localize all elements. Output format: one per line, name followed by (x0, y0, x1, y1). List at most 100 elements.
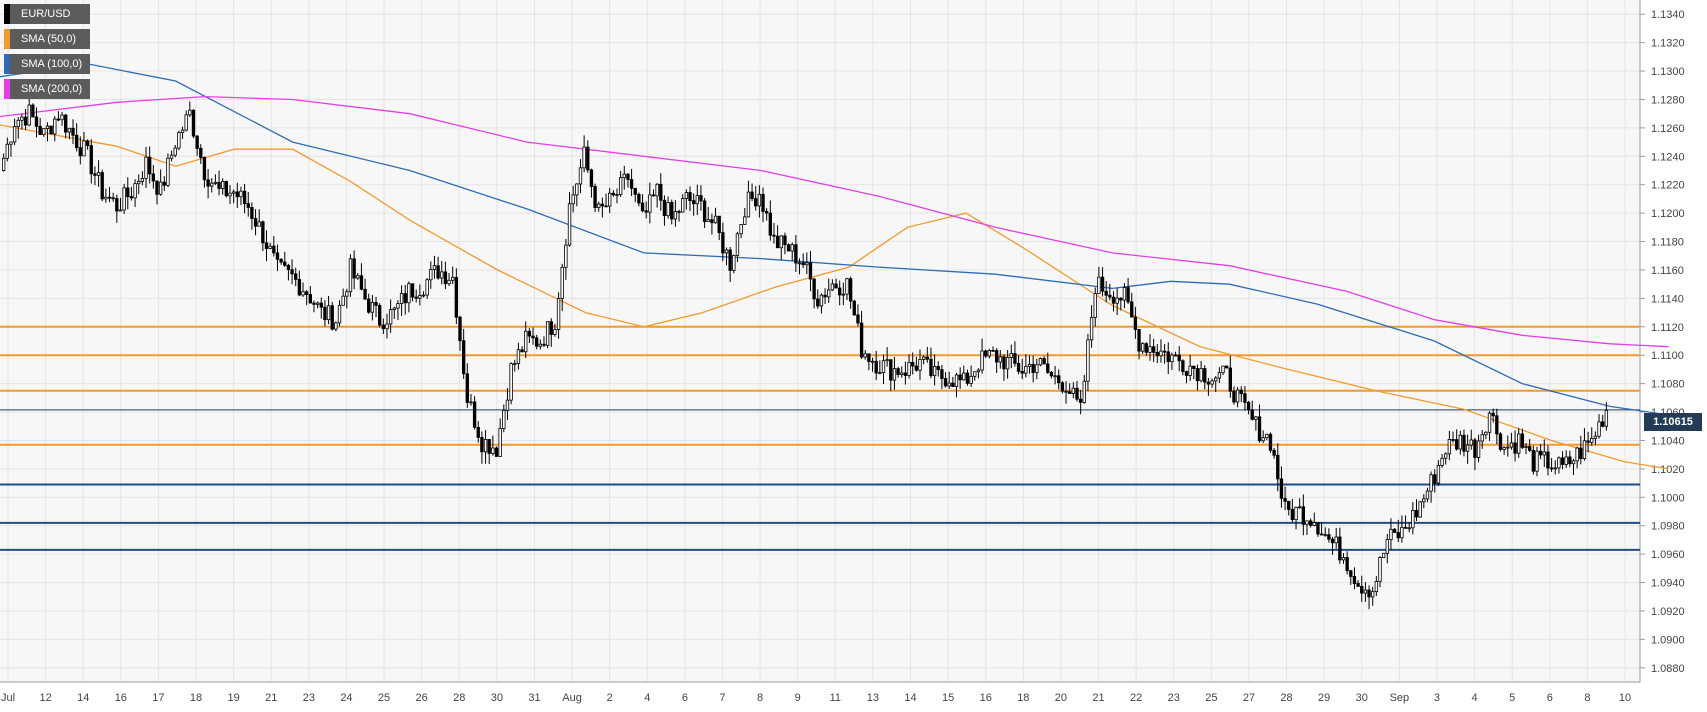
candle-body (626, 173, 630, 180)
candle-body (1246, 401, 1251, 411)
candle-body (1338, 536, 1342, 561)
candle-body (472, 401, 477, 428)
candle-body (440, 271, 444, 279)
candle-body (567, 203, 572, 246)
legend-item-eurusd[interactable]: EUR/USD (4, 4, 91, 24)
candle-body (1341, 557, 1346, 561)
candle-body (107, 196, 112, 199)
x-tick-label: 25 (1205, 692, 1217, 704)
candle-body (900, 372, 904, 375)
candle-body (848, 278, 853, 302)
x-tick-label: 31 (528, 692, 540, 704)
x-tick-label: 14 (77, 692, 89, 704)
candle-body (1590, 438, 1594, 443)
candle-body (275, 252, 280, 260)
candle-body (480, 437, 484, 453)
candle-body (1535, 450, 1539, 472)
candle-body (1447, 439, 1452, 455)
candle-body (870, 360, 875, 363)
candle-body (410, 283, 415, 298)
candle-body (1148, 346, 1152, 353)
candle-body (994, 350, 999, 363)
candle-body (586, 146, 590, 171)
candle-body (1531, 449, 1536, 472)
candle-body (206, 179, 210, 187)
candle-body (593, 186, 597, 208)
legend-item-sma50[interactable]: SMA (50,0) (4, 29, 91, 49)
candle-body (750, 191, 754, 199)
candle-body (812, 278, 816, 300)
candle-body (743, 216, 747, 225)
candle-body (976, 369, 981, 373)
candle-body (962, 372, 966, 381)
candle-body (330, 305, 334, 330)
candle-body (1181, 360, 1185, 372)
candle-body (461, 340, 466, 375)
candle-body (830, 283, 835, 291)
candle-body (1228, 367, 1232, 392)
candle-body (414, 296, 418, 299)
candle-body (1323, 534, 1327, 537)
candle-body (89, 145, 93, 175)
candle-body (53, 118, 57, 135)
candle-body (27, 104, 31, 126)
legend-swatch (7, 29, 10, 49)
candle-body (823, 294, 827, 298)
candle-body (797, 262, 802, 265)
candle-body (1378, 557, 1382, 582)
x-tick-label: 6 (1547, 692, 1553, 704)
candle-body (1111, 296, 1116, 304)
candle-body (239, 190, 243, 198)
candle-body (1495, 415, 1499, 435)
candle-body (1042, 358, 1046, 365)
candle-body (96, 172, 101, 176)
candle-body (188, 109, 192, 116)
candle-body (1575, 447, 1579, 462)
candle-body (1035, 364, 1039, 374)
candle-body (1597, 421, 1601, 437)
candle-body (297, 278, 302, 296)
x-tick-label: 3 (1434, 692, 1440, 704)
candle-body (881, 360, 886, 373)
candle-body (5, 143, 9, 159)
candle-body (520, 349, 524, 353)
x-tick-label: 16 (980, 692, 992, 704)
candle-body (980, 350, 984, 371)
candle-body (1137, 329, 1141, 352)
candle-body (148, 156, 152, 175)
candle-body (1542, 451, 1546, 456)
candle-body (1199, 368, 1203, 382)
candle-body (827, 289, 831, 298)
candle-body (608, 192, 612, 207)
candle-body (1027, 363, 1032, 367)
y-tick-label: 1.1160 (1651, 265, 1684, 277)
candle-body (1363, 589, 1368, 594)
candle-body (221, 181, 225, 189)
x-tick-label: Sep (1390, 692, 1410, 704)
candle-body (1170, 354, 1174, 363)
x-tick-label: 15 (942, 692, 954, 704)
candle-body (199, 147, 203, 158)
candle-body (1210, 380, 1214, 385)
candle-body (38, 125, 42, 135)
candle-body (246, 203, 250, 208)
candle-body (1206, 381, 1211, 385)
candle-body (111, 197, 115, 200)
candle-body (1345, 557, 1349, 572)
x-tick-label: 26 (416, 692, 428, 704)
legend-item-sma200[interactable]: SMA (200,0) (4, 79, 91, 99)
candle-body (1458, 434, 1462, 450)
candle-body (1, 157, 6, 171)
candle-body (323, 306, 327, 321)
candle-body (1319, 533, 1324, 536)
candle-body (315, 302, 320, 305)
x-tick-label: 4 (644, 692, 650, 704)
candle-body (78, 147, 82, 157)
candle-body (173, 147, 177, 156)
candle-body (45, 125, 50, 129)
candle-body (1005, 357, 1010, 370)
candle-body (403, 293, 407, 304)
legend-item-sma100[interactable]: SMA (100,0) (4, 54, 91, 74)
candle-body (308, 294, 312, 304)
